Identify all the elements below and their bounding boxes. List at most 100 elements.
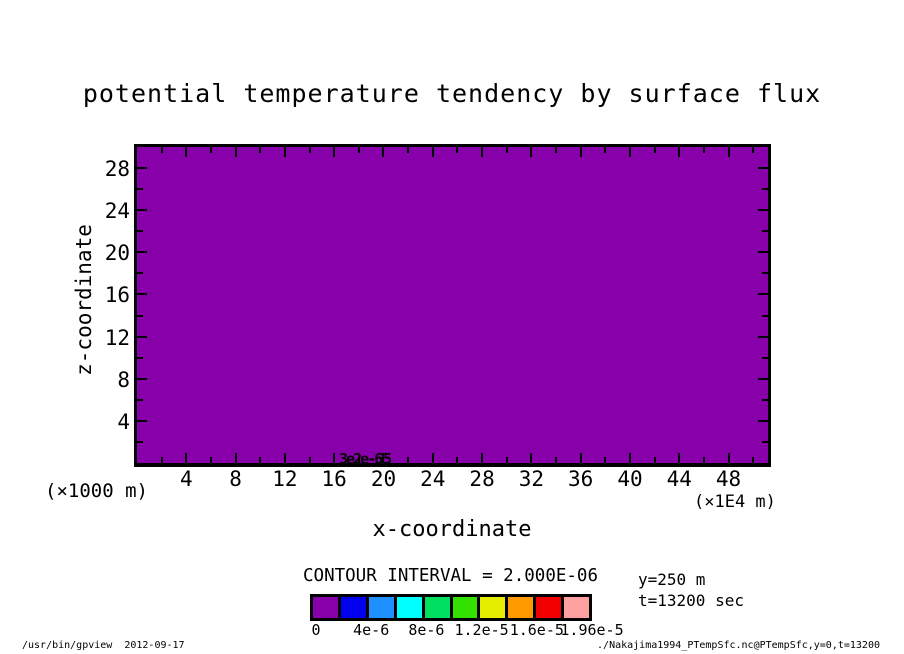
x-axis-tick bbox=[259, 147, 262, 153]
x-tick-label: 12 bbox=[272, 467, 298, 491]
x-axis-tick bbox=[628, 147, 631, 157]
x-axis-tick bbox=[283, 453, 286, 463]
y-tick-label: 16 bbox=[104, 283, 130, 308]
x-axis-tick bbox=[727, 147, 730, 157]
x-axis-tick bbox=[530, 453, 533, 463]
y-axis-tick bbox=[758, 167, 768, 170]
y-axis-tick bbox=[758, 293, 768, 296]
y-tick-label: 12 bbox=[104, 325, 130, 350]
y-axis-tick bbox=[762, 230, 768, 233]
x-axis-tick bbox=[283, 147, 286, 157]
colorbar bbox=[310, 594, 592, 621]
x-axis-tick bbox=[456, 457, 459, 463]
colorbar-cell bbox=[480, 597, 506, 618]
y-axis-tick bbox=[758, 209, 768, 212]
plot-area bbox=[134, 144, 771, 467]
y-tick-label: 28 bbox=[104, 157, 130, 182]
contour-label: 3e2e-6 bbox=[339, 450, 383, 468]
colorbar-cell bbox=[368, 597, 394, 618]
y-axis-tick bbox=[762, 356, 768, 359]
y-axis-tick bbox=[137, 356, 143, 359]
colorbar-tick-label: 4e-6 bbox=[353, 621, 390, 639]
x-axis-tick bbox=[555, 457, 558, 463]
x-axis-tick bbox=[505, 457, 508, 463]
x-axis-tick bbox=[579, 453, 582, 463]
x-tick-label: 40 bbox=[617, 467, 643, 491]
x-axis-tick bbox=[752, 147, 755, 153]
y-tick-label: 24 bbox=[104, 199, 130, 224]
y-axis-tick bbox=[137, 377, 147, 380]
x-axis-tick bbox=[481, 453, 484, 463]
annotation-time: t=13200 sec bbox=[638, 591, 744, 610]
colorbar-cell bbox=[313, 597, 338, 618]
footer-datafile-path: ./Nakajima1994_PTempSfc.nc@PTempSfc,y=0,… bbox=[597, 640, 880, 651]
x-tick-label: 24 bbox=[420, 467, 446, 491]
annotation-y-slice: y=250 m bbox=[638, 570, 706, 589]
y-axis-tick bbox=[137, 440, 143, 443]
colorbar-tick-label: 8e-6 bbox=[408, 621, 445, 639]
colorbar-cell bbox=[508, 597, 534, 618]
x-axis-tick bbox=[752, 457, 755, 463]
contour-interval-label: CONTOUR INTERVAL = 2.000E-06 bbox=[303, 566, 599, 586]
y-axis-tick bbox=[137, 209, 147, 212]
y-axis-tick bbox=[762, 314, 768, 317]
y-axis-tick bbox=[762, 398, 768, 401]
x-axis-title: x-coordinate bbox=[372, 517, 532, 542]
colorbar-cell bbox=[564, 597, 590, 618]
x-axis-tick bbox=[209, 457, 212, 463]
y-axis-tick bbox=[762, 272, 768, 275]
contour-label: 5 bbox=[383, 450, 392, 468]
y-axis-tick bbox=[758, 377, 768, 380]
x-axis-tick bbox=[678, 147, 681, 157]
x-axis-tick bbox=[407, 457, 410, 463]
y-axis-tick bbox=[762, 440, 768, 443]
x-axis-tick bbox=[382, 453, 385, 463]
x-axis-tick bbox=[653, 147, 656, 153]
x-axis-tick bbox=[628, 453, 631, 463]
x-axis-tick bbox=[308, 147, 311, 153]
y-axis-tick bbox=[137, 251, 147, 254]
x-axis-tick bbox=[185, 453, 188, 463]
y-axis-tick bbox=[137, 188, 143, 191]
x-axis-tick bbox=[333, 147, 336, 157]
x-axis-tick bbox=[431, 453, 434, 463]
x-axis-tick bbox=[702, 147, 705, 153]
x-axis-tick bbox=[431, 147, 434, 157]
y-axis-unit-label: (×1000 m) bbox=[45, 480, 148, 502]
y-axis-tick bbox=[758, 335, 768, 338]
y-axis-tick bbox=[137, 293, 147, 296]
y-axis-tick bbox=[762, 188, 768, 191]
x-axis-tick bbox=[579, 147, 582, 157]
x-axis-tick bbox=[333, 453, 336, 463]
y-axis-tick bbox=[137, 335, 147, 338]
x-axis-tick bbox=[727, 453, 730, 463]
y-axis-tick bbox=[137, 272, 143, 275]
y-tick-label: 8 bbox=[117, 367, 130, 392]
y-axis-tick bbox=[137, 419, 147, 422]
y-axis-tick bbox=[137, 398, 143, 401]
x-axis-tick bbox=[456, 147, 459, 153]
x-tick-label: 32 bbox=[518, 467, 545, 491]
y-axis-tick bbox=[137, 230, 143, 233]
x-axis-tick bbox=[382, 147, 385, 157]
y-axis-tick bbox=[758, 251, 768, 254]
colorbar-cell bbox=[536, 597, 562, 618]
colorbar-cell bbox=[340, 597, 366, 618]
colorbar-cell bbox=[396, 597, 422, 618]
x-tick-label: 20 bbox=[370, 467, 397, 491]
x-tick-label: 48 bbox=[715, 467, 742, 491]
x-axis-tick bbox=[308, 457, 311, 463]
colorbar-cell bbox=[452, 597, 478, 618]
y-tick-label: 20 bbox=[104, 241, 130, 266]
colorbar-cell bbox=[424, 597, 450, 618]
x-axis-tick bbox=[259, 457, 262, 463]
x-axis-tick bbox=[209, 147, 212, 153]
colorbar-tick-label: 1.6e-5 bbox=[509, 621, 564, 639]
y-tick-label: 4 bbox=[117, 409, 130, 434]
colorbar-tick-label: 1.2e-5 bbox=[454, 621, 509, 639]
x-tick-label: 44 bbox=[666, 467, 692, 491]
x-axis-tick bbox=[185, 147, 188, 157]
x-axis-tick bbox=[160, 147, 163, 153]
colorbar-tick-label: 1.96e-5 bbox=[560, 621, 624, 639]
colorbar-tick-label: 0 bbox=[311, 621, 321, 639]
